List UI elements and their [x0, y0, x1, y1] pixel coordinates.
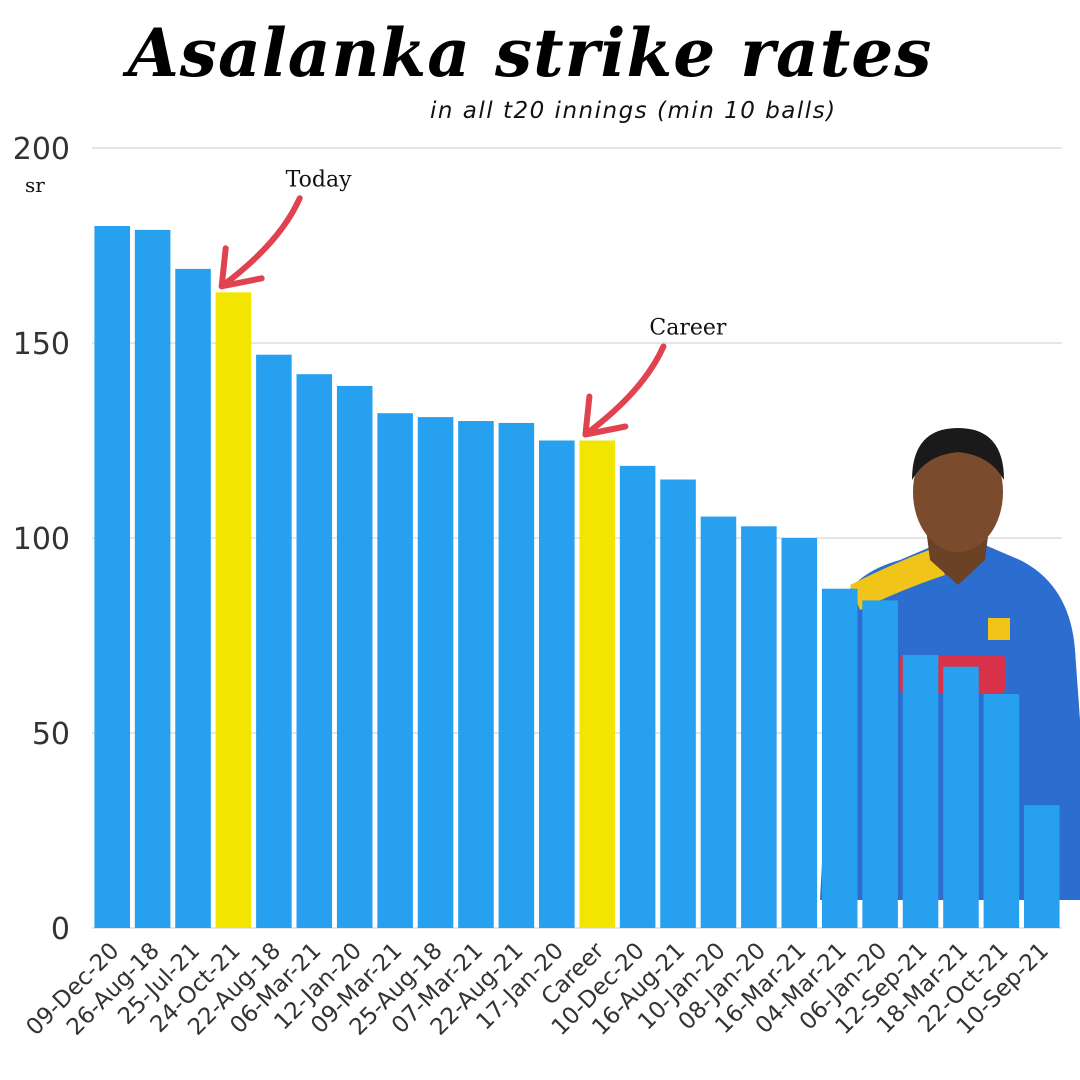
bar [660, 479, 696, 928]
player-photo-shoulder-trim [850, 548, 945, 610]
player-photo-badge [988, 618, 1010, 640]
annotation-arrowhead [218, 245, 265, 290]
bar [458, 421, 494, 928]
annotation-label: Career [649, 316, 727, 341]
player-photo-head [913, 432, 1003, 552]
annotation-label: Today [286, 167, 352, 192]
y-axis: 0 50 100 150 200 sr [13, 132, 70, 947]
player-photo-hair [912, 428, 1004, 480]
y-tick-label: 200 [13, 132, 70, 167]
bar [498, 422, 535, 928]
y-tick-label: 50 [32, 717, 70, 752]
y-axis-label: sr [25, 173, 45, 197]
y-tick-label: 100 [13, 522, 70, 557]
annotation-arrow [218, 195, 303, 290]
y-tick-label: 0 [51, 912, 70, 947]
bar [256, 354, 292, 928]
bar [781, 538, 818, 928]
bar [215, 292, 252, 928]
bar [619, 465, 656, 928]
bar [175, 268, 211, 928]
bar [579, 440, 615, 928]
bars [94, 226, 1060, 928]
bar [417, 417, 454, 928]
bar [539, 440, 575, 928]
bar [943, 666, 979, 928]
bar [296, 374, 333, 928]
bar [862, 600, 898, 928]
bar [1024, 805, 1060, 928]
annotation-arrowhead [582, 393, 629, 438]
bar [821, 588, 858, 928]
annotation-arrow [582, 343, 667, 438]
bar [741, 526, 777, 928]
chart-subtitle: in all t20 innings (min 10 balls) [430, 98, 837, 124]
bar [377, 413, 413, 928]
bar [902, 655, 939, 928]
y-tick-label: 150 [13, 327, 70, 362]
bar [336, 385, 373, 928]
annotations: Today Career [218, 167, 727, 438]
x-axis: 09-Dec-2026-Aug-1825-Jul-2124-Oct-2122-A… [21, 937, 1054, 1040]
bar [700, 516, 737, 928]
chart-title: Asalanka strike rates [127, 14, 933, 92]
bar [134, 229, 171, 928]
bar [983, 694, 1020, 928]
bar [94, 226, 130, 928]
